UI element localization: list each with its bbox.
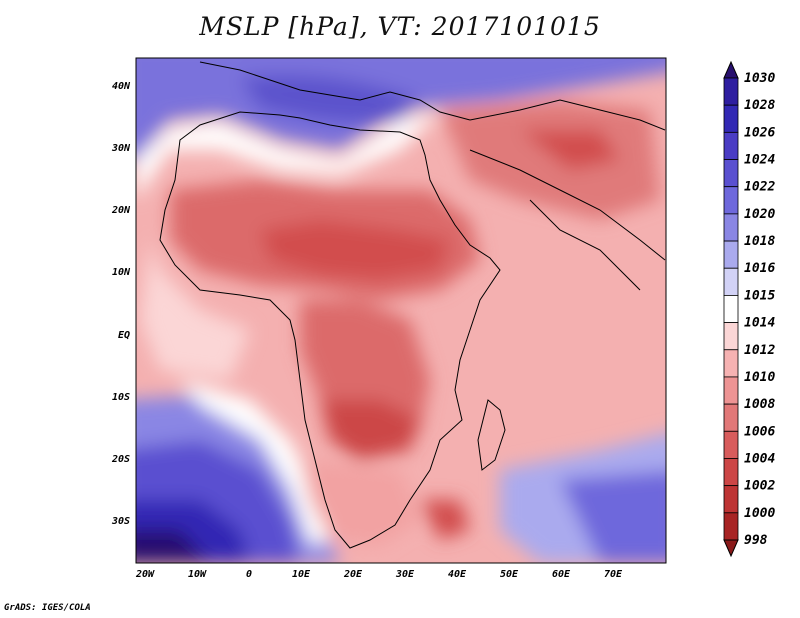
lon-tick-label: 0 — [246, 569, 252, 580]
lat-tick-labels: 40N 30N 20N 10N EQ 10S 20S 30S — [111, 81, 131, 527]
colorbar-box — [723, 458, 739, 487]
colorbar-label: 1018 — [744, 234, 775, 249]
colorbar: 1030 1028 1026 1024 1022 1020 1018 1016 1015 1014… — [723, 60, 775, 558]
colorbar-label: 1022 — [744, 180, 775, 195]
colorbar-label: 1028 — [744, 98, 775, 113]
lon-tick-label: 20E — [343, 569, 363, 580]
colorbar-box — [723, 349, 739, 378]
colorbar-box — [723, 240, 739, 269]
lon-tick-label: 10E — [292, 569, 311, 580]
plot-frame — [135, 57, 667, 564]
colorbar-box — [723, 485, 739, 514]
colorbar-box — [723, 213, 739, 242]
lat-tick-label: 10S — [112, 392, 130, 403]
pressure-field — [136, 58, 666, 563]
lon-tick-label: 70E — [604, 569, 623, 580]
colorbar-label: 1006 — [744, 424, 775, 439]
map-title: MSLP [hPa], VT: 2017101015 — [199, 12, 601, 41]
colorbar-box — [723, 376, 739, 405]
colorbar-label: 1002 — [744, 479, 775, 494]
lat-tick-label: 20S — [111, 454, 130, 465]
lat-tick-label: 40N — [112, 81, 131, 92]
colorbar-label: 1030 — [744, 71, 775, 86]
colorbar-box — [723, 295, 739, 323]
colorbar-label: 1016 — [744, 261, 775, 276]
lat-tick-label: EQ — [118, 330, 130, 341]
colorbar-box — [723, 186, 739, 215]
lat-tick-label: 30N — [111, 143, 131, 154]
colorbar-top-triangle — [723, 60, 739, 79]
colorbar-box — [723, 77, 739, 106]
colorbar-box — [723, 512, 739, 541]
colorbar-bottom-triangle — [723, 539, 739, 558]
colorbar-label: 1020 — [744, 207, 775, 222]
colorbar-label: 1004 — [744, 451, 775, 466]
colorbar-label: 1015 — [744, 288, 775, 303]
colorbar-box — [723, 104, 739, 133]
colorbar-label: 1000 — [744, 506, 775, 521]
colorbar-label: 998 — [744, 533, 768, 548]
colorbar-label: 1024 — [744, 153, 775, 168]
lon-tick-labels: 20W 10W 0 10E 20E 30E 40E 50E 60E 70E — [135, 569, 623, 580]
lon-tick-label: 50E — [500, 569, 519, 580]
colorbar-box — [723, 430, 739, 459]
colorbar-box — [723, 267, 739, 296]
colorbar-label: 1010 — [744, 370, 775, 385]
grads-credit: GrADS: IGES/COLA — [4, 603, 91, 613]
coastlines — [159, 61, 666, 549]
colorbar-label: 1014 — [744, 316, 775, 331]
lat-tick-label: 20N — [111, 205, 131, 216]
colorbar-label: 1026 — [744, 125, 775, 140]
lat-tick-label: 10N — [112, 267, 131, 278]
colorbar-label: 1008 — [744, 397, 775, 412]
lon-tick-label: 40E — [448, 569, 467, 580]
colorbar-box — [723, 403, 739, 432]
colorbar-box — [723, 322, 739, 351]
lat-tick-label: 30S — [111, 516, 130, 527]
colorbar-box — [723, 131, 739, 160]
colorbar-label: 1012 — [744, 343, 775, 358]
lon-tick-label: 30E — [395, 569, 415, 580]
lon-tick-label: 60E — [552, 569, 571, 580]
lon-tick-label: 10W — [188, 569, 207, 580]
lon-tick-label: 20W — [135, 569, 155, 580]
colorbar-box — [723, 159, 739, 188]
